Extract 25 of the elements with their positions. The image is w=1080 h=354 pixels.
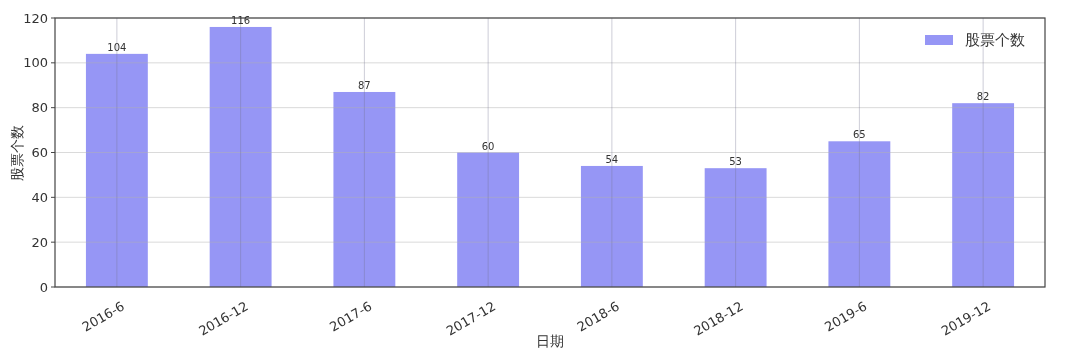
bar [333, 91, 396, 287]
x-axis-title: 日期 [536, 333, 564, 349]
y-tick-label: 120 [23, 10, 48, 26]
bar [457, 152, 520, 287]
data-label: 54 [605, 153, 619, 165]
y-tick-label: 0 [39, 279, 48, 295]
bar [952, 103, 1015, 287]
data-label: 104 [107, 41, 127, 53]
bar [828, 141, 891, 287]
bar [704, 168, 767, 287]
y-tick-label: 20 [31, 234, 48, 250]
bar [85, 53, 148, 287]
data-label: 53 [729, 156, 742, 168]
y-axis-title: 股票个数 [9, 124, 25, 181]
legend-label: 股票个数 [965, 31, 1025, 50]
bar [580, 165, 643, 287]
data-label: 87 [358, 79, 371, 91]
data-label: 82 [976, 91, 990, 103]
y-tick-label: 40 [31, 189, 48, 205]
data-label: 60 [481, 140, 495, 152]
bar [209, 26, 272, 287]
y-tick-label: 60 [31, 145, 48, 161]
y-tick-label: 100 [23, 55, 48, 71]
y-tick-label: 80 [31, 100, 48, 116]
data-label: 65 [853, 129, 866, 141]
